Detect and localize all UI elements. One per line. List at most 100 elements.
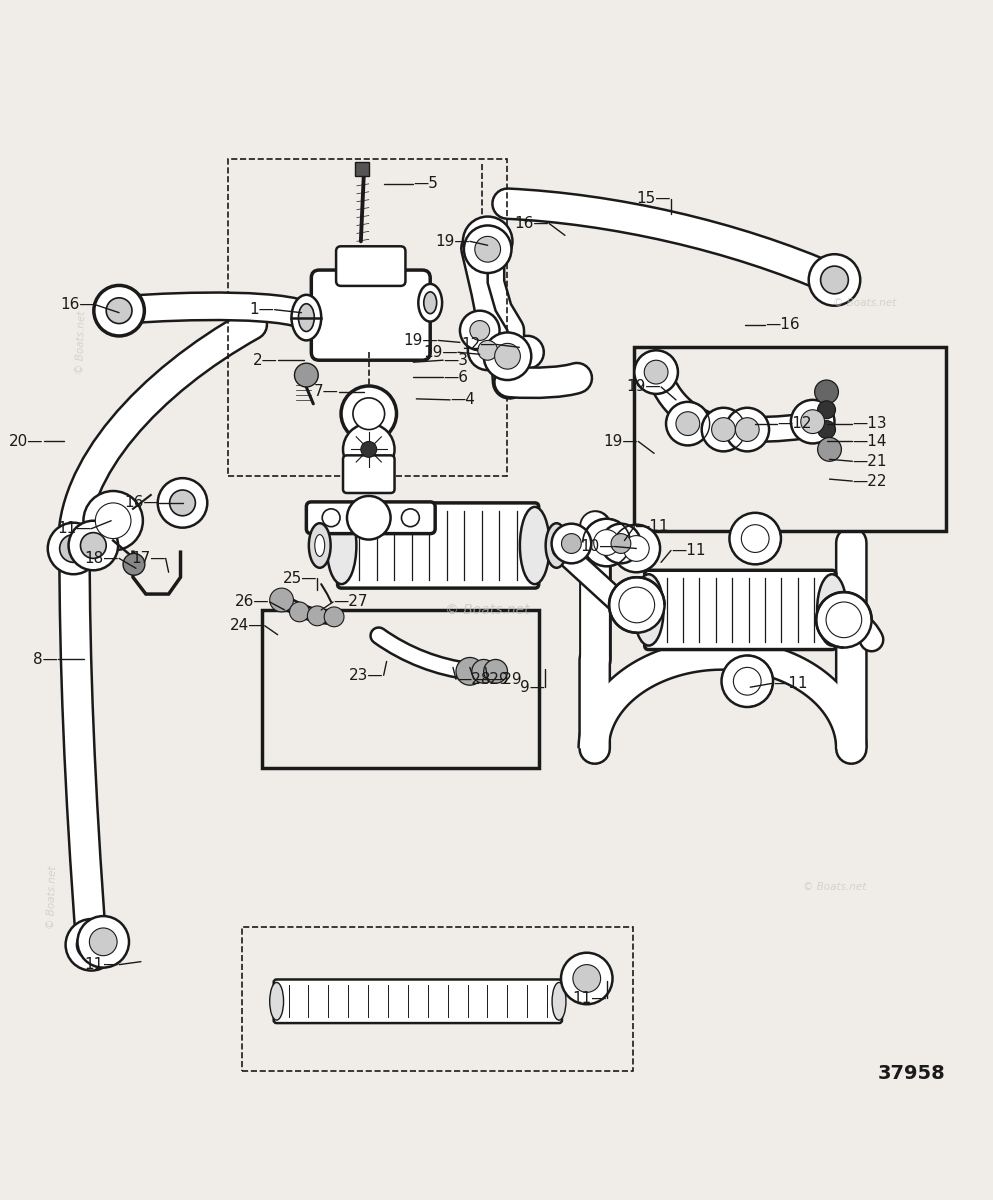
Circle shape (712, 418, 736, 442)
Text: 16—: 16— (61, 298, 95, 312)
Circle shape (83, 491, 143, 551)
Text: —16: —16 (766, 317, 799, 332)
Circle shape (295, 364, 318, 386)
Circle shape (463, 216, 512, 266)
Circle shape (722, 655, 773, 707)
Bar (262, 610, 539, 768)
Text: 19—: 19— (604, 434, 638, 449)
Circle shape (644, 360, 668, 384)
Text: 10—: 10— (580, 539, 615, 554)
Text: 37958: 37958 (878, 1064, 945, 1084)
Circle shape (170, 490, 196, 516)
Circle shape (583, 518, 631, 566)
Text: —4: —4 (450, 392, 475, 407)
Text: 2—: 2— (253, 353, 278, 367)
Ellipse shape (327, 506, 356, 584)
Text: —3: —3 (443, 353, 468, 367)
Text: 18—: 18— (84, 551, 119, 566)
Circle shape (790, 400, 834, 444)
Circle shape (676, 412, 700, 436)
Text: —29: —29 (474, 672, 508, 686)
Text: —29: —29 (488, 672, 522, 686)
Text: 11—: 11— (572, 991, 607, 1006)
Text: 24—: 24— (230, 618, 265, 634)
Circle shape (76, 930, 106, 960)
Circle shape (551, 523, 591, 563)
Circle shape (613, 524, 660, 572)
Circle shape (666, 402, 710, 445)
Circle shape (456, 658, 484, 685)
Circle shape (69, 521, 118, 570)
FancyBboxPatch shape (274, 979, 562, 1024)
Circle shape (308, 606, 327, 625)
Circle shape (93, 284, 145, 336)
Text: 20—: 20— (9, 434, 44, 449)
Ellipse shape (270, 983, 284, 1020)
Circle shape (475, 228, 500, 254)
Circle shape (158, 478, 208, 528)
Ellipse shape (551, 535, 561, 557)
Circle shape (464, 226, 511, 274)
Circle shape (817, 421, 835, 438)
Text: © Boats.net: © Boats.net (802, 882, 866, 893)
Circle shape (808, 254, 860, 306)
Circle shape (635, 350, 678, 394)
Circle shape (106, 298, 132, 324)
Circle shape (800, 409, 824, 433)
Ellipse shape (634, 575, 663, 646)
Text: —21: —21 (852, 454, 887, 469)
Circle shape (89, 928, 117, 955)
Circle shape (816, 592, 872, 648)
Ellipse shape (315, 535, 325, 557)
Circle shape (95, 503, 131, 539)
Circle shape (484, 660, 507, 683)
Text: © Boats.net: © Boats.net (46, 865, 58, 929)
Text: —14: —14 (852, 434, 887, 449)
Ellipse shape (292, 295, 321, 341)
Circle shape (601, 523, 640, 563)
Text: 17—: 17— (131, 551, 166, 566)
Circle shape (736, 418, 760, 442)
Circle shape (475, 236, 500, 262)
Circle shape (726, 408, 769, 451)
Circle shape (105, 296, 133, 324)
Text: 8—: 8— (33, 652, 58, 667)
Circle shape (702, 408, 746, 451)
Circle shape (324, 607, 344, 626)
Circle shape (123, 553, 145, 575)
FancyBboxPatch shape (343, 455, 394, 493)
Circle shape (322, 509, 340, 527)
Circle shape (460, 311, 499, 350)
FancyBboxPatch shape (644, 570, 836, 649)
Text: 16—: 16— (514, 216, 549, 230)
Text: 16—: 16— (124, 496, 159, 510)
FancyBboxPatch shape (312, 270, 430, 360)
Circle shape (624, 535, 649, 562)
Text: 1—: 1— (250, 302, 275, 317)
Circle shape (478, 341, 497, 360)
Circle shape (343, 424, 394, 475)
Circle shape (80, 533, 106, 558)
Circle shape (611, 534, 631, 553)
Circle shape (270, 588, 294, 612)
Circle shape (734, 667, 762, 695)
Text: 23—: 23— (349, 668, 383, 683)
Text: 12—: 12— (461, 337, 496, 352)
Circle shape (817, 438, 841, 461)
Circle shape (290, 602, 310, 622)
Text: 19—: 19— (627, 379, 661, 395)
Circle shape (484, 332, 531, 380)
Ellipse shape (552, 983, 566, 1020)
Text: © Boats.net: © Boats.net (75, 311, 87, 374)
Text: —22: —22 (852, 474, 887, 488)
Circle shape (820, 266, 848, 294)
Ellipse shape (418, 284, 442, 322)
Circle shape (609, 577, 664, 632)
Circle shape (814, 380, 838, 404)
Text: 19—: 19— (423, 344, 458, 360)
Circle shape (730, 512, 780, 564)
Text: 26—: 26— (235, 594, 270, 610)
Text: © Boats.net: © Boats.net (832, 298, 896, 307)
Circle shape (817, 401, 835, 419)
Circle shape (341, 386, 396, 442)
